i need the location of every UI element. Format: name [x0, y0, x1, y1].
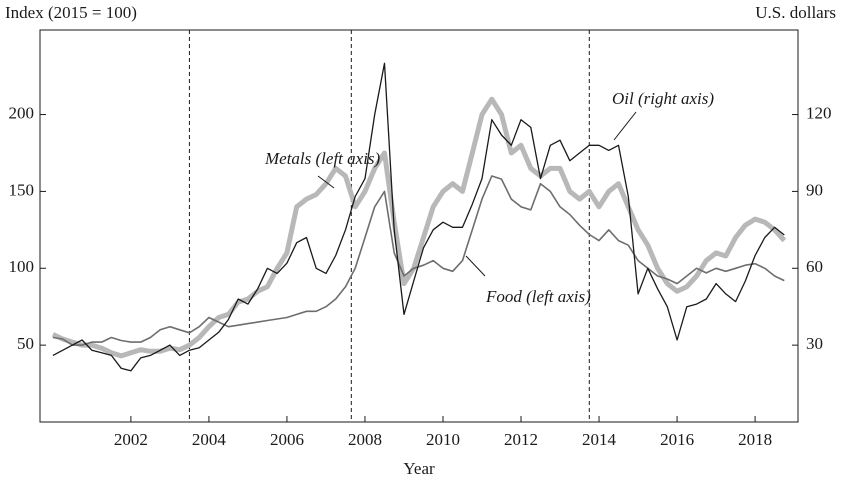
series-label: Oil (right axis) [612, 89, 714, 108]
y-tick-label: 100 [9, 257, 35, 276]
x-tick-label: 2002 [114, 430, 148, 449]
y-tick-label: 200 [9, 103, 35, 122]
plot-frame [39, 29, 799, 423]
x-axis-title: Year [403, 459, 435, 478]
series-line [52, 62, 785, 372]
x-tick-label: 2004 [192, 430, 227, 449]
x-tick-label: 2016 [660, 430, 694, 449]
y2-tick-label: 90 [806, 180, 823, 199]
series-label: Metals (left axis) [264, 149, 381, 168]
series-line [51, 96, 787, 359]
left-axis-title: Index (2015 = 100) [5, 3, 137, 22]
x-tick-label: 2014 [582, 430, 617, 449]
x-tick-label: 2006 [270, 430, 304, 449]
leader-line [317, 175, 335, 189]
series-label: Food (left axis) [485, 287, 591, 306]
leader-line [613, 111, 637, 141]
x-tick-label: 2012 [504, 430, 538, 449]
y2-tick-label: 60 [806, 257, 823, 276]
x-tick-label: 2018 [738, 430, 772, 449]
y2-tick-label: 120 [806, 103, 832, 122]
y2-tick-label: 30 [806, 334, 823, 353]
x-tick-label: 2008 [348, 430, 382, 449]
leader-line [465, 255, 486, 277]
right-axis-title: U.S. dollars [755, 3, 836, 22]
y-tick-label: 50 [17, 334, 34, 353]
y-tick-label: 150 [9, 180, 35, 199]
x-tick-label: 2010 [426, 430, 460, 449]
